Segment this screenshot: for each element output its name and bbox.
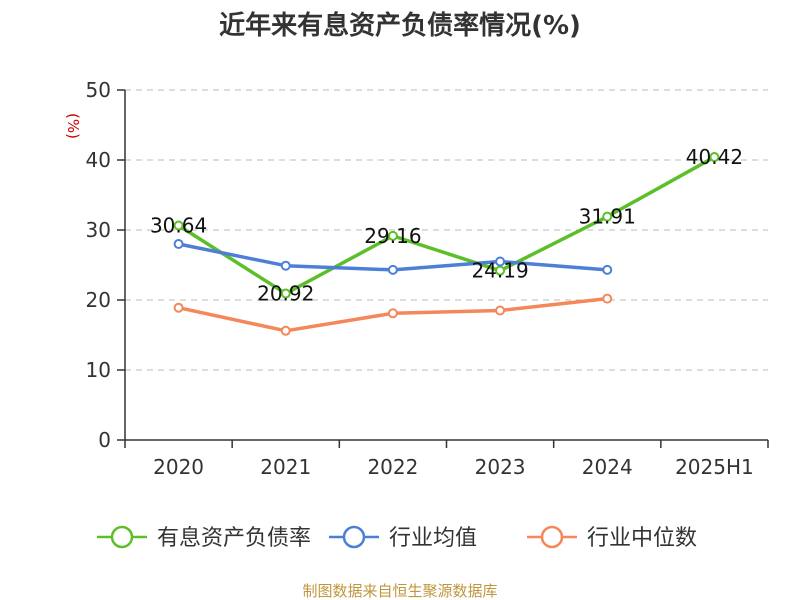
legend-marker — [110, 525, 134, 549]
y-axis-unit: (%) — [64, 113, 82, 139]
data-label: 24.19 — [471, 259, 528, 283]
series-line-0 — [177, 155, 716, 296]
legend-label: 有息资产负债率 — [157, 526, 311, 551]
y-tick-label: 50 — [86, 78, 111, 102]
x-tick-label: 2021 — [260, 455, 311, 479]
data-point — [280, 260, 291, 271]
data-label: 20.92 — [257, 282, 314, 306]
data-point — [495, 256, 506, 267]
y-tick-label: 30 — [86, 218, 111, 242]
y-tick-label: 0 — [98, 428, 111, 452]
legend-marker — [342, 525, 366, 549]
legend-marker — [540, 525, 564, 549]
axes: 0 10 20 30 40 50 2020 2021 2022 2023 2024 2025H1 — [86, 78, 769, 479]
data-point — [280, 288, 291, 299]
x-tick-label: 2022 — [367, 455, 418, 479]
data-labels: 30.64 20.92 29.16 24.19 31.91 40.42 — [150, 145, 743, 306]
x-tick-label: 2025H1 — [675, 455, 754, 479]
data-point — [602, 293, 613, 304]
y-tick-label: 20 — [86, 288, 111, 312]
data-point — [280, 325, 291, 336]
data-point — [709, 152, 720, 163]
data-point — [387, 230, 398, 241]
series-lines — [173, 152, 720, 336]
data-label: 30.64 — [150, 214, 207, 238]
grid-lines — [125, 89, 768, 371]
x-tick-label: 2024 — [582, 455, 633, 479]
data-point — [495, 265, 506, 276]
data-point — [173, 239, 184, 249]
data-point — [173, 220, 184, 231]
x-tick-label: 2023 — [475, 455, 526, 479]
data-label: 31.91 — [579, 205, 636, 229]
legend-label: 行业均值 — [389, 526, 477, 551]
data-point — [173, 302, 184, 313]
legend-label: 行业中位数 — [587, 526, 697, 551]
source-note: 制图数据来自恒生聚源数据库 — [302, 582, 497, 600]
y-tick-label: 10 — [86, 358, 111, 382]
data-point — [387, 264, 398, 275]
data-label: 29.16 — [364, 224, 421, 248]
x-tick-label: 2020 — [153, 455, 204, 479]
legend: 有息资产负债率 行业均值 行业中位数 — [97, 525, 697, 551]
data-point — [495, 305, 506, 316]
data-point — [387, 308, 398, 319]
y-tick-label: 40 — [86, 148, 111, 172]
chart-title: 近年来有息资产负债率情况(%) — [219, 10, 581, 41]
data-point — [602, 264, 613, 275]
data-point — [602, 211, 613, 222]
data-label: 40.42 — [686, 145, 743, 169]
